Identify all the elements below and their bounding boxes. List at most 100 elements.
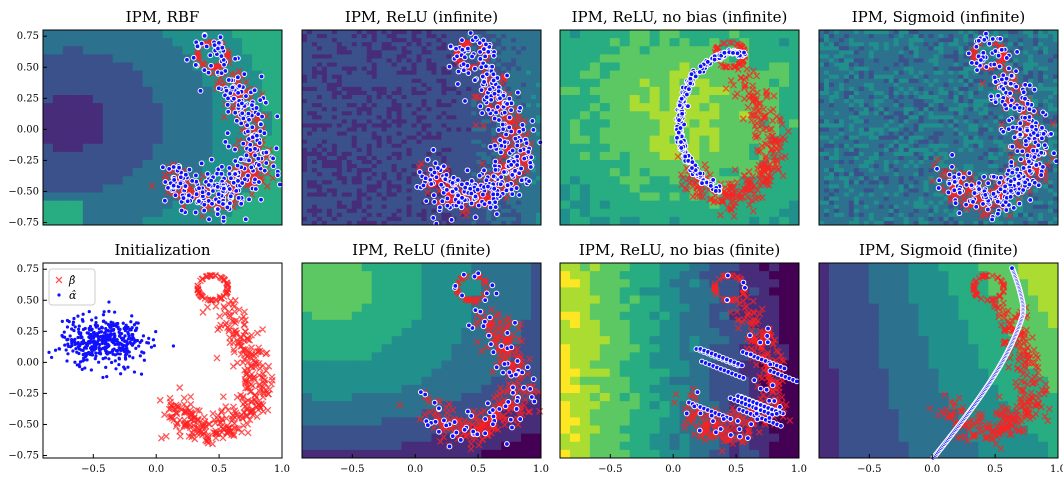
alpha-point	[420, 182, 427, 189]
alpha-point	[258, 73, 265, 80]
alpha-point	[677, 125, 684, 131]
alpha-point	[104, 365, 108, 369]
alpha-point	[72, 328, 76, 333]
alpha-point	[490, 173, 497, 180]
alpha-point	[128, 340, 132, 344]
alpha-point	[455, 192, 461, 199]
beta-point	[739, 115, 747, 123]
alpha-point	[214, 206, 221, 213]
beta-point	[202, 273, 210, 281]
alpha-point	[501, 169, 507, 175]
alpha-point	[100, 326, 104, 330]
alpha-point	[124, 323, 128, 327]
alpha-point	[107, 300, 111, 304]
beta-point	[229, 300, 237, 308]
alpha-point	[95, 333, 99, 337]
alpha-point	[440, 163, 447, 170]
alpha-point	[252, 176, 258, 183]
beta-point	[244, 335, 252, 343]
beta-point	[218, 407, 226, 415]
alpha-point	[461, 426, 468, 433]
alpha-point	[1003, 207, 1010, 213]
alpha-point	[83, 326, 87, 331]
beta-point	[748, 196, 756, 204]
beta-point	[202, 436, 210, 444]
beta-point	[768, 125, 776, 133]
legend-beta-marker	[55, 276, 63, 284]
alpha-point	[1051, 150, 1057, 157]
alpha-point	[226, 165, 233, 171]
beta-point	[731, 166, 739, 174]
beta-point	[762, 152, 770, 160]
alpha-point	[220, 201, 226, 207]
beta-point	[779, 133, 786, 141]
alpha-point	[989, 216, 996, 223]
alpha-point	[976, 186, 982, 192]
alpha-point	[127, 334, 131, 338]
alpha-point	[139, 372, 144, 376]
alpha-point	[112, 327, 116, 331]
beta-point	[755, 170, 763, 178]
alpha-point	[495, 88, 502, 95]
alpha-point	[503, 131, 509, 138]
alpha-point	[747, 351, 754, 358]
beta-point	[698, 187, 706, 195]
alpha-point	[697, 63, 704, 70]
alpha-point	[501, 139, 508, 145]
beta-point	[193, 416, 201, 424]
beta-point	[194, 48, 202, 56]
beta-point	[763, 93, 771, 101]
alpha-point	[504, 182, 511, 189]
heatmap-background	[819, 30, 1058, 225]
alpha-point	[508, 128, 515, 135]
x-tick-label: 1.0	[274, 464, 290, 475]
beta-point	[180, 394, 188, 402]
panel-title: IPM, ReLU, no bias (infinite)	[572, 8, 788, 26]
alpha-point	[232, 171, 239, 177]
alpha-point	[207, 52, 214, 59]
beta-point	[462, 211, 470, 219]
alpha-point	[710, 418, 716, 425]
beta-point	[475, 94, 483, 102]
alpha-point	[201, 207, 208, 214]
alpha-point	[238, 100, 245, 107]
alpha-point	[509, 147, 516, 154]
alpha-point	[432, 160, 439, 167]
beta-point	[233, 425, 241, 432]
alpha-point	[97, 327, 101, 331]
alpha-point	[727, 432, 734, 438]
beta-point	[187, 393, 195, 401]
alpha-point	[997, 186, 1004, 193]
alpha-point	[973, 43, 980, 50]
alpha-point	[94, 321, 98, 325]
x-tick-label: 0.5	[211, 464, 227, 475]
beta-point	[201, 295, 209, 302]
alpha-point	[182, 171, 189, 178]
alpha-point	[956, 210, 963, 217]
beta-point	[209, 410, 217, 418]
beta-point	[719, 40, 727, 48]
alpha-point	[744, 435, 751, 441]
alpha-point	[114, 349, 119, 353]
alpha-point	[121, 336, 126, 340]
alpha-point	[995, 92, 1002, 99]
alpha-point	[521, 155, 528, 162]
beta-point	[1014, 140, 1022, 148]
alpha-point	[506, 369, 513, 376]
beta-point	[229, 362, 237, 370]
alpha-point	[486, 199, 493, 206]
beta-point	[934, 155, 942, 163]
alpha-point	[225, 108, 232, 115]
heatmap-background	[302, 263, 541, 458]
alpha-point	[490, 71, 497, 78]
beta-point	[242, 78, 250, 86]
y-tick-label: 0.75	[17, 31, 39, 42]
alpha-point	[70, 340, 74, 344]
alpha-point	[88, 328, 92, 332]
beta-point	[744, 194, 752, 201]
alpha-point	[124, 357, 128, 361]
beta-point	[186, 424, 194, 432]
alpha-point	[192, 62, 199, 68]
alpha-point	[226, 200, 233, 207]
alpha-point	[519, 369, 526, 376]
